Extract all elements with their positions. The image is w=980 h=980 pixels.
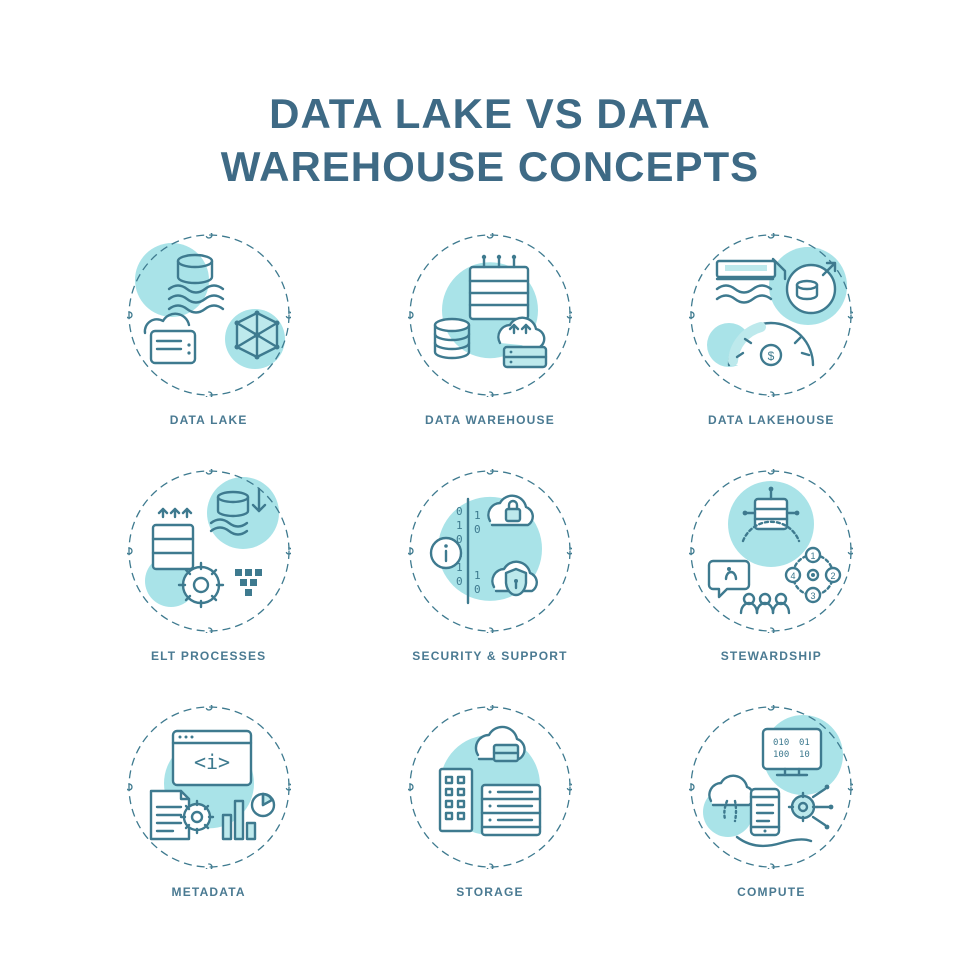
concept-compute: 010 100 01 10 — [643, 705, 900, 899]
svg-text:1: 1 — [474, 569, 481, 582]
svg-text:4: 4 — [791, 571, 796, 581]
concept-data-warehouse: DATA WAREHOUSE — [361, 233, 618, 427]
metadata-badge: <i> — [127, 705, 291, 869]
svg-text:10: 10 — [799, 750, 810, 760]
svg-text:3: 3 — [811, 591, 816, 601]
storage-icon — [408, 705, 572, 869]
storage-badge — [408, 705, 572, 869]
svg-text:1: 1 — [456, 519, 463, 532]
data-lake-badge — [127, 233, 291, 397]
security-support-label: SECURITY & SUPPORT — [412, 649, 567, 663]
concepts-grid: DATA LAKE — [80, 233, 900, 899]
data-lakehouse-label: DATA LAKEHOUSE — [708, 413, 835, 427]
concept-elt-processes: ELT PROCESSES — [80, 469, 337, 663]
svg-text:<i>: <i> — [194, 750, 230, 774]
svg-text:2: 2 — [831, 571, 836, 581]
stewardship-label: STEWARDSHIP — [721, 649, 822, 663]
storage-label: STORAGE — [456, 885, 524, 899]
title-line-2: WAREHOUSE CONCEPTS — [221, 143, 759, 190]
svg-text:01: 01 — [799, 738, 810, 748]
elt-processes-badge — [127, 469, 291, 633]
data-lakehouse-icon: $ — [689, 233, 853, 397]
title-line-1: DATA LAKE VS DATA — [269, 90, 711, 137]
elt-processes-icon — [127, 469, 291, 633]
svg-text:0: 0 — [474, 583, 481, 596]
data-warehouse-icon — [408, 233, 572, 397]
data-lake-label: DATA LAKE — [170, 413, 248, 427]
data-warehouse-label: DATA WAREHOUSE — [425, 413, 555, 427]
stewardship-badge: 1 2 3 4 — [689, 469, 853, 633]
compute-label: COMPUTE — [737, 885, 805, 899]
svg-text:1: 1 — [811, 551, 816, 561]
concept-metadata: <i> — [80, 705, 337, 899]
compute-badge: 010 100 01 10 — [689, 705, 853, 869]
svg-text:1: 1 — [474, 509, 481, 522]
svg-text:0: 0 — [456, 505, 463, 518]
data-warehouse-badge — [408, 233, 572, 397]
concept-data-lakehouse: $ DATA LAKEHOUSE — [643, 233, 900, 427]
stewardship-icon: 1 2 3 4 — [689, 469, 853, 633]
data-lake-icon — [127, 233, 291, 397]
concept-security-support: 0 1 0 1 1 0 1 0 1 0 — [361, 469, 618, 663]
concept-data-lake: DATA LAKE — [80, 233, 337, 427]
concept-stewardship: 1 2 3 4 STEWARDSHIP — [643, 469, 900, 663]
svg-text:0: 0 — [456, 575, 463, 588]
security-support-badge: 0 1 0 1 1 0 1 0 1 0 — [408, 469, 572, 633]
metadata-icon: <i> — [127, 705, 291, 869]
security-support-icon: 0 1 0 1 1 0 1 0 1 0 — [408, 469, 572, 633]
metadata-label: METADATA — [172, 885, 246, 899]
data-lakehouse-badge: $ — [689, 233, 853, 397]
svg-text:0: 0 — [474, 523, 481, 536]
compute-icon: 010 100 01 10 — [689, 705, 853, 869]
concept-storage: STORAGE — [361, 705, 618, 899]
elt-processes-label: ELT PROCESSES — [151, 649, 266, 663]
svg-text:010: 010 — [773, 738, 789, 748]
page-title: DATA LAKE VS DATA WAREHOUSE CONCEPTS — [221, 88, 759, 193]
svg-text:$: $ — [768, 349, 775, 363]
svg-text:100: 100 — [773, 750, 789, 760]
